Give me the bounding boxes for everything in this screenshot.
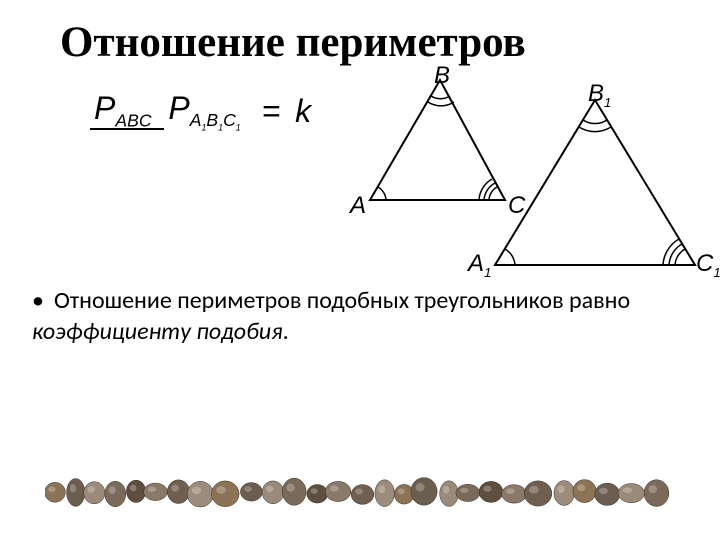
numerator-sub: ABC bbox=[115, 110, 151, 130]
label-b1-sub: 1 bbox=[604, 95, 611, 110]
formula: РABC РA1B1C1 = k bbox=[90, 90, 311, 133]
angle-arc-b1 bbox=[431, 96, 450, 99]
angle-arc-c1 bbox=[489, 187, 497, 200]
label-c1-letter: C bbox=[696, 250, 713, 277]
description-italic: коэффициенту подобия bbox=[32, 317, 283, 346]
angle-arc-c1-3 bbox=[663, 239, 679, 265]
formula-equals-k: = k bbox=[262, 93, 312, 130]
label-a1-letter: A bbox=[468, 250, 484, 277]
page-title: Отношение периметров bbox=[60, 18, 526, 67]
description-prefix: Отношение периметров подобных треугольни… bbox=[54, 286, 630, 315]
label-a: A bbox=[350, 192, 366, 220]
equals-sign: = bbox=[262, 93, 281, 129]
angle-arc-c1-1 bbox=[675, 249, 685, 265]
label-a1-sub: 1 bbox=[484, 265, 491, 280]
denominator-p: Р bbox=[168, 90, 189, 126]
label-b1: B1 bbox=[588, 80, 611, 110]
formula-fraction: РABC РA1B1C1 bbox=[90, 90, 245, 133]
k-value: k bbox=[295, 93, 311, 129]
angle-arc-a bbox=[378, 187, 386, 200]
label-a1: A1 bbox=[468, 250, 491, 280]
angle-arc-b1-1 bbox=[583, 120, 607, 124]
angle-arc-a1 bbox=[505, 249, 515, 265]
description-text: • Отношение периметров подобных треугольн… bbox=[32, 285, 700, 347]
formula-numerator: РABC bbox=[90, 90, 164, 130]
bullet-marker: • bbox=[32, 285, 44, 316]
label-b: B bbox=[434, 62, 450, 90]
angle-arc-b1-2 bbox=[579, 127, 611, 132]
triangle-a1b1c1 bbox=[495, 100, 695, 265]
label-b1-letter: B bbox=[588, 80, 604, 107]
label-c1-sub: 1 bbox=[713, 265, 720, 280]
label-c: C bbox=[508, 192, 525, 220]
denominator-sub: A1B1C1 bbox=[190, 110, 241, 130]
formula-denominator: РA1B1C1 bbox=[164, 88, 244, 126]
angle-arc-b2 bbox=[428, 102, 454, 106]
triangles-diagram: B A C B1 A1 C1 bbox=[350, 70, 720, 270]
triangles-svg bbox=[350, 70, 720, 270]
stone-decoration bbox=[45, 475, 675, 510]
description-suffix: . bbox=[283, 317, 289, 346]
stones-svg bbox=[45, 475, 675, 510]
label-c1: C1 bbox=[696, 250, 720, 280]
numerator-p: Р bbox=[94, 90, 115, 126]
